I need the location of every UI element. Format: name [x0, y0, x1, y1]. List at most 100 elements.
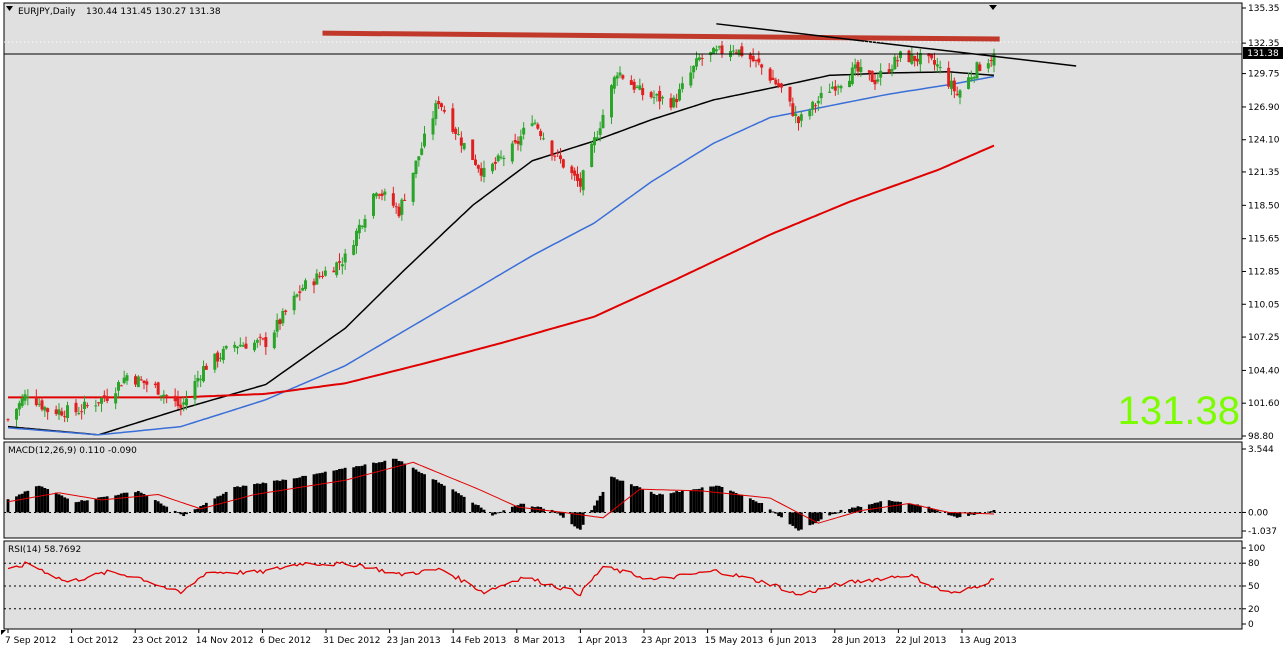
date-tick-label: 8 Mar 2013 — [514, 636, 565, 646]
candle-body — [969, 77, 973, 80]
macd-bar — [196, 508, 200, 513]
macd-bar — [950, 512, 953, 516]
candle-body — [669, 98, 673, 108]
macd-bar — [700, 487, 704, 513]
macd-bar — [474, 504, 477, 513]
candle-body — [819, 92, 823, 99]
resistance-trendline[interactable] — [322, 30, 1000, 42]
candlesticks — [6, 41, 996, 427]
candle-body — [244, 343, 248, 349]
rsi-pane[interactable] — [3, 540, 1243, 630]
candle-body — [117, 382, 120, 391]
candle-body — [304, 280, 307, 290]
macd-bar — [828, 512, 832, 516]
macd-bar — [74, 502, 78, 513]
candle-body — [219, 357, 222, 359]
macd-bar — [590, 510, 594, 513]
candle-body — [593, 137, 596, 146]
macd-bar — [561, 512, 565, 518]
candle-body — [482, 167, 486, 178]
candle-body — [516, 141, 520, 144]
candle-body — [80, 411, 84, 413]
macd-bar — [935, 510, 939, 513]
candle-body — [550, 140, 554, 156]
macd-bar — [451, 489, 455, 513]
price-tick-label: 115.65 — [1248, 235, 1280, 245]
macd-bar — [899, 501, 902, 513]
macd-bar — [992, 510, 996, 513]
candle-body — [913, 55, 917, 61]
date-tick-label: 23 Apr 2013 — [641, 636, 697, 646]
macd-bar — [318, 473, 322, 513]
macd-bar — [20, 493, 24, 513]
macd-bar — [655, 495, 659, 513]
macd-bar — [60, 495, 64, 513]
candle-body — [791, 103, 795, 116]
macd-bar — [264, 483, 268, 513]
candle-body — [539, 130, 543, 137]
rsi-tick-label: 50 — [1248, 582, 1260, 592]
macd-bar — [119, 493, 123, 513]
pane-corner-icon — [1, 630, 6, 635]
candle-body — [780, 83, 783, 88]
macd-bar — [873, 502, 877, 513]
candle-body — [816, 100, 820, 104]
macd-bar — [182, 512, 186, 517]
macd-bar — [748, 498, 752, 513]
candle-body — [119, 385, 123, 387]
macd-bar — [117, 494, 120, 513]
candle-body — [156, 382, 160, 395]
symbol-dropdown-icon[interactable] — [6, 6, 13, 11]
macd-bar — [720, 487, 724, 513]
macd-bar — [83, 500, 86, 513]
macd-bar — [63, 497, 67, 513]
candle-body — [799, 114, 803, 121]
candle-body — [159, 395, 163, 397]
macd-signal-line — [7, 461, 995, 524]
macd-bar — [153, 500, 157, 513]
macd-bar — [377, 462, 381, 513]
macd-bar — [145, 496, 149, 513]
macd-bar — [570, 512, 574, 525]
macd-bar — [734, 493, 738, 513]
candle-body — [221, 348, 225, 361]
candle-body — [731, 50, 735, 52]
macd-bar — [479, 507, 483, 513]
shift-marker-icon[interactable] — [989, 5, 997, 10]
candle-body — [697, 57, 701, 61]
main-price-pane[interactable] — [3, 2, 1243, 440]
macd-bar — [502, 510, 506, 513]
candle-body — [559, 155, 562, 160]
candle-body — [899, 51, 902, 59]
macd-bar — [253, 484, 256, 513]
price-tick-label: 126.90 — [1248, 103, 1280, 113]
candle-body — [57, 409, 61, 415]
candle-body — [258, 336, 262, 338]
macd-bar — [40, 486, 44, 513]
macd-bar — [440, 483, 443, 513]
price-tick-label: 132.35 — [1248, 39, 1280, 49]
macd-bar — [780, 512, 783, 518]
candle-body — [930, 54, 934, 59]
candle-body — [431, 118, 435, 135]
candle-body — [811, 101, 815, 110]
descending-trendline[interactable] — [716, 23, 1077, 67]
candle-body — [102, 395, 106, 399]
macd-bar — [879, 501, 883, 513]
candle-body — [153, 383, 157, 386]
candle-body — [105, 396, 109, 402]
macd-bar — [678, 491, 681, 513]
macd-bar — [372, 462, 375, 513]
macd-bar — [284, 479, 288, 513]
candle-body — [60, 411, 64, 416]
rsi-tick-label: 80 — [1248, 559, 1260, 569]
macd-bar — [176, 512, 180, 514]
candle-body — [261, 338, 265, 340]
date-tick-label: 1 Apr 2013 — [577, 636, 627, 646]
trendlines[interactable] — [322, 23, 1077, 67]
candle-body — [321, 275, 324, 277]
candle-body — [338, 261, 341, 263]
macd-bar — [431, 479, 435, 513]
candle-body — [357, 224, 361, 234]
current-price-tag-label: 131.38 — [1247, 49, 1279, 59]
